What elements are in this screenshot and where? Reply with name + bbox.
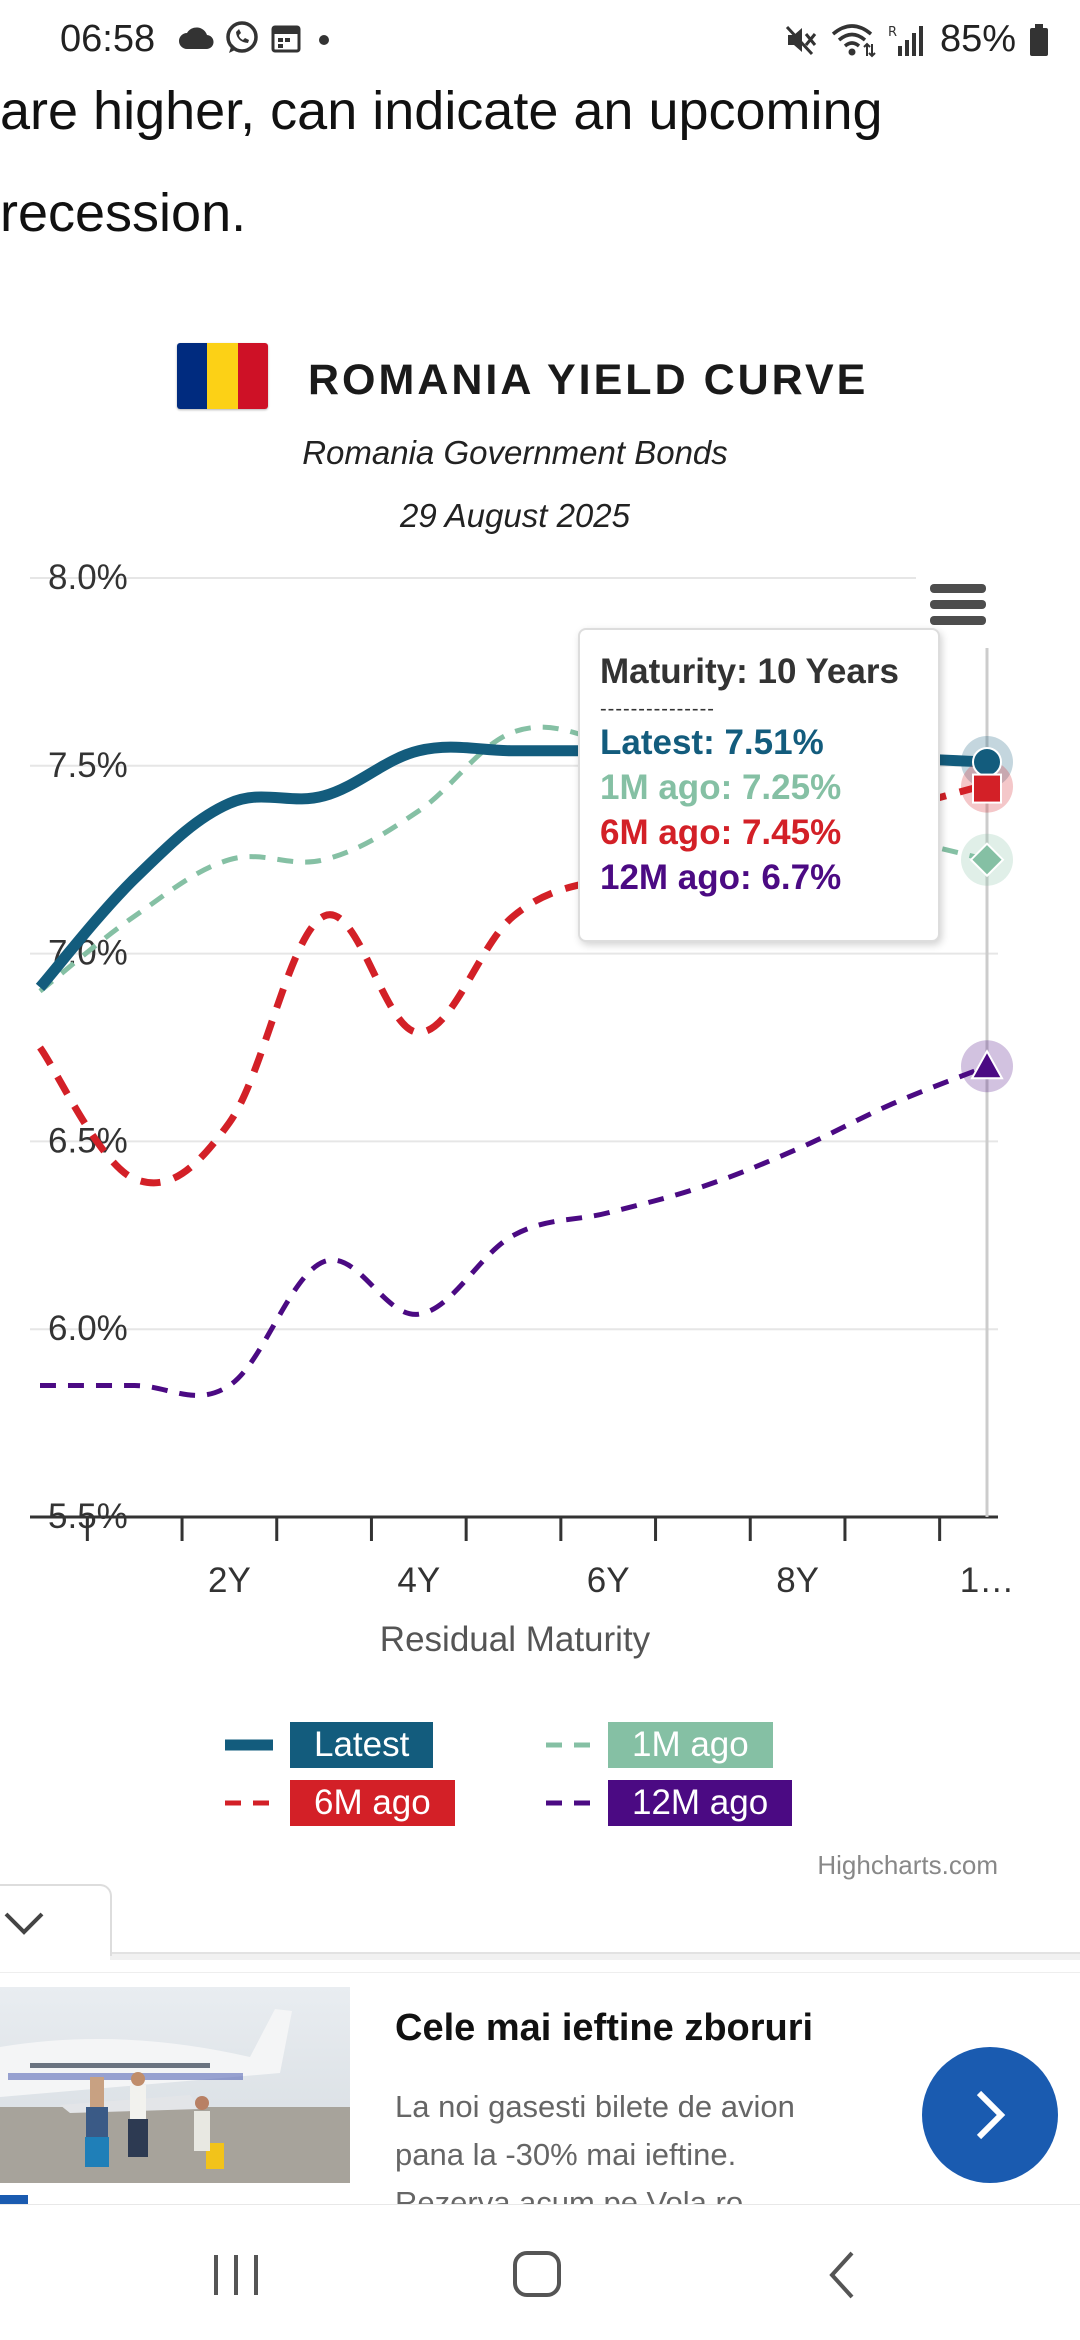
- article-line: are higher, can indicate an upcoming: [0, 81, 883, 141]
- wifi-icon: [831, 23, 876, 57]
- highcharts-credits-link[interactable]: Highcharts.com: [817, 1850, 998, 1880]
- legend-item-latest[interactable]: Latest: [225, 1722, 434, 1768]
- dot-icon: [319, 35, 329, 45]
- article-line: recession.: [0, 183, 247, 243]
- recent-apps-button[interactable]: [196, 2243, 276, 2303]
- status-notification-icons: [178, 20, 336, 56]
- legend-line-dashed-icon: [546, 1742, 594, 1748]
- x-tick-label: 2Y: [208, 1561, 251, 1600]
- hamburger-icon-bar: [930, 584, 986, 593]
- legend-item-6m-ago[interactable]: 6M ago: [225, 1780, 455, 1826]
- cloud-icon: [179, 27, 214, 50]
- signal-icon: R: [888, 25, 923, 56]
- legend-label: 6M ago: [290, 1780, 455, 1826]
- whatsapp-icon: [226, 21, 258, 53]
- legend-item-1m-ago[interactable]: 1M ago: [546, 1722, 773, 1768]
- ad-airplane-travel-image[interactable]: [0, 1987, 350, 2183]
- series-line-12m-ago: [40, 1063, 988, 1398]
- point-marker-6m: [972, 773, 1002, 804]
- legend-line-dashed-icon: [546, 1800, 594, 1806]
- y-tick-label: 8.0%: [48, 558, 128, 597]
- back-icon: [829, 2251, 854, 2299]
- chart-date: 29 August 2025: [400, 497, 630, 534]
- tooltip-row-6m: 6M ago: 7.45%: [600, 813, 842, 852]
- tooltip-row-1m: 1M ago: 7.25%: [600, 768, 842, 807]
- ad-description: La noi gasesti bilete de avion pana la -…: [395, 2089, 795, 2204]
- x-tick-label: 4Y: [397, 1561, 440, 1600]
- x-tick-label: 8Y: [776, 1561, 819, 1600]
- ad-divider: [110, 1952, 1080, 1960]
- battery-percent: 85%: [939, 18, 1016, 60]
- home-button[interactable]: [500, 2243, 580, 2303]
- flag-stripe-blue: [177, 343, 208, 409]
- ad-choices-badge[interactable]: [0, 2195, 28, 2204]
- navigation-bar: [0, 2204, 1080, 2340]
- advertisement-banner[interactable]: Cele mai ieftine zboruri La noi gasesti …: [0, 1972, 1080, 2204]
- x-tick-label: 1…: [960, 1561, 1014, 1600]
- recent-apps-icon: [214, 2255, 258, 2295]
- point-marker-12m: [970, 1049, 1004, 1080]
- legend-label: 12M ago: [608, 1780, 793, 1826]
- flag-stripe-yellow: [207, 343, 238, 409]
- tooltip-row-12m: 12M ago: 6.7%: [600, 858, 842, 897]
- legend-label: Latest: [290, 1722, 434, 1768]
- y-tick-label: 7.5%: [48, 746, 128, 785]
- legend-label: 1M ago: [608, 1722, 773, 1768]
- point-marker-1m: [969, 842, 1005, 878]
- chart-tooltip: Maturity: 10 Years --------------- Lates…: [578, 628, 940, 942]
- tooltip-row-latest: Latest: 7.51%: [600, 723, 824, 762]
- legend-item-12m-ago[interactable]: 12M ago: [546, 1780, 793, 1826]
- legend-line-solid-icon: [225, 1739, 273, 1751]
- hamburger-icon-bar: [930, 600, 986, 609]
- back-button[interactable]: [804, 2243, 884, 2303]
- x-tick-label: 6Y: [587, 1561, 630, 1600]
- ad-collapse-button[interactable]: [0, 1884, 112, 1956]
- legend-line-dashed-icon: [225, 1800, 273, 1806]
- article-paragraph: are higher, can indicate an upcoming rec…: [0, 60, 1060, 264]
- point-marker-latest: [972, 747, 1002, 778]
- calendar-icon: [271, 25, 301, 53]
- y-tick-label: 6.0%: [48, 1309, 128, 1348]
- status-bar: 06:58 R 85%: [0, 0, 1080, 84]
- romania-flag-icon: [177, 343, 268, 409]
- flag-stripe-red: [237, 343, 268, 409]
- chart-menu-button[interactable]: [930, 584, 986, 630]
- x-axis-title: Residual Maturity: [379, 1620, 651, 1659]
- chevron-down-icon: [4, 1912, 44, 1935]
- status-system-icons: R 85%: [784, 18, 1050, 61]
- tooltip-separator: ---------------: [600, 698, 715, 720]
- chart-title: ROMANIA YIELD CURVE: [308, 356, 869, 404]
- tooltip-header: Maturity: 10 Years: [600, 652, 899, 691]
- y-tick-label: 6.5%: [48, 1121, 128, 1160]
- chevron-right-icon: [976, 2090, 1006, 2140]
- svg-text:R: R: [888, 25, 897, 40]
- battery-icon: [1030, 23, 1048, 56]
- ad-title[interactable]: Cele mai ieftine zboruri: [395, 2007, 814, 2049]
- status-time: 06:58: [60, 18, 156, 60]
- mute-icon: [785, 25, 817, 55]
- home-icon: [513, 2251, 561, 2297]
- hamburger-icon-bar: [930, 616, 986, 625]
- chart-subtitle: Romania Government Bonds: [302, 434, 728, 471]
- ad-open-button[interactable]: [922, 2047, 1058, 2183]
